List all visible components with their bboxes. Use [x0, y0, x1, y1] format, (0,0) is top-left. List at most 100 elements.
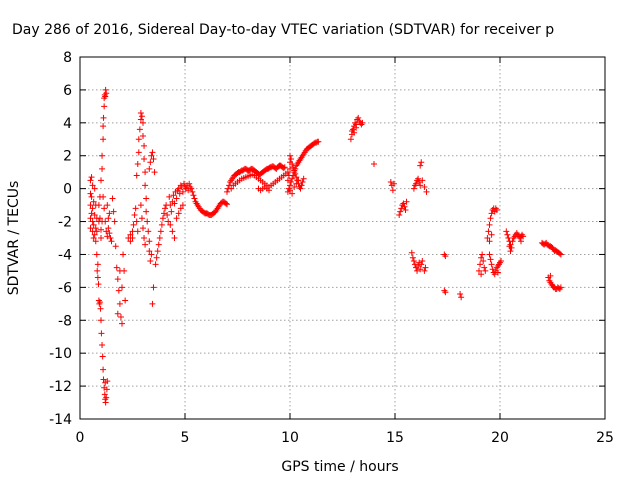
data-point [390, 180, 397, 187]
y-tick-label: -2 [58, 215, 72, 231]
data-point [442, 253, 449, 260]
x-tick-label: 5 [181, 430, 190, 446]
data-point [493, 207, 500, 214]
x-tick-label: 0 [76, 430, 85, 446]
y-tick-label: 8 [63, 50, 72, 66]
data-point [488, 210, 495, 217]
data-point [167, 221, 174, 228]
data-point [142, 182, 149, 189]
data-point [547, 272, 554, 279]
y-axis-label: SDTVAR / TECUs [6, 181, 22, 296]
y-tick-label: -4 [58, 247, 72, 263]
data-point [387, 179, 394, 186]
data-point [359, 119, 366, 126]
data-point [484, 235, 491, 241]
data-point [410, 185, 417, 192]
data-point [127, 238, 134, 245]
data-point [159, 215, 166, 222]
data-point [98, 235, 104, 241]
y-tick-label: -6 [58, 280, 72, 296]
data-point [137, 202, 144, 209]
data-point [403, 198, 410, 205]
data-point [485, 228, 492, 235]
plot-frame [79, 56, 606, 420]
data-point [408, 249, 415, 256]
data-point [442, 289, 449, 296]
data-point [146, 238, 153, 245]
data-point [371, 160, 377, 167]
data-point [477, 261, 484, 268]
data-point [137, 116, 144, 123]
data-point [518, 238, 524, 245]
data-point [95, 281, 102, 288]
data-point [175, 210, 182, 217]
data-point [170, 192, 177, 199]
data-point [138, 113, 145, 120]
data-point [102, 399, 109, 406]
data-point [288, 179, 295, 186]
data-point [189, 188, 196, 195]
data-point [494, 269, 501, 276]
data-point [102, 86, 109, 93]
data-point [94, 267, 101, 274]
data-point [89, 182, 96, 189]
data-point [289, 160, 296, 167]
data-point [133, 172, 140, 179]
data-point [146, 165, 153, 172]
data-point [489, 266, 496, 273]
data-point [298, 182, 305, 189]
data-point [417, 266, 424, 273]
data-point [121, 267, 128, 274]
data-point [166, 193, 173, 200]
data-point [222, 200, 229, 207]
data-point [106, 210, 113, 217]
data-point [293, 174, 300, 181]
data-point [155, 241, 162, 248]
data-point [300, 175, 307, 182]
data-point [100, 376, 107, 383]
data-point [503, 228, 510, 235]
data-point [504, 231, 511, 238]
data-point [171, 235, 178, 241]
y-tick-label: -14 [49, 412, 72, 428]
data-point [291, 167, 298, 174]
data-point [167, 202, 174, 209]
x-axis-label: GPS time / hours [281, 459, 398, 475]
data-point [488, 261, 495, 268]
data-point [100, 123, 107, 130]
data-point [506, 243, 513, 250]
y-tick-label: -10 [49, 346, 72, 362]
data-point [416, 179, 423, 186]
data-point [92, 238, 99, 245]
data-point [99, 353, 106, 360]
data-point [137, 109, 144, 116]
data-point [87, 190, 94, 197]
data-point [132, 205, 139, 212]
chart-grid [80, 57, 605, 419]
data-point [280, 165, 287, 172]
data-point [142, 169, 149, 176]
data-point [105, 215, 112, 222]
y-tick-label: -12 [49, 379, 72, 395]
data-point [422, 264, 429, 271]
data-point [103, 394, 110, 401]
data-point [102, 218, 109, 225]
data-point [486, 251, 493, 258]
data-point [140, 225, 146, 232]
data-point [149, 149, 156, 156]
data-point [100, 193, 107, 200]
data-point [295, 177, 302, 184]
data-point [107, 235, 114, 241]
data-point [290, 164, 297, 171]
data-point [94, 274, 101, 281]
data-point [355, 114, 362, 121]
data-point [119, 320, 125, 327]
data-point [111, 218, 118, 225]
y-tick-label: 0 [63, 182, 72, 198]
data-point [112, 243, 119, 250]
chart-title: Day 286 of 2016, Sidereal Day-to-day VTE… [12, 22, 554, 38]
data-point [486, 221, 493, 228]
data-point [487, 215, 494, 222]
data-point [520, 233, 527, 240]
